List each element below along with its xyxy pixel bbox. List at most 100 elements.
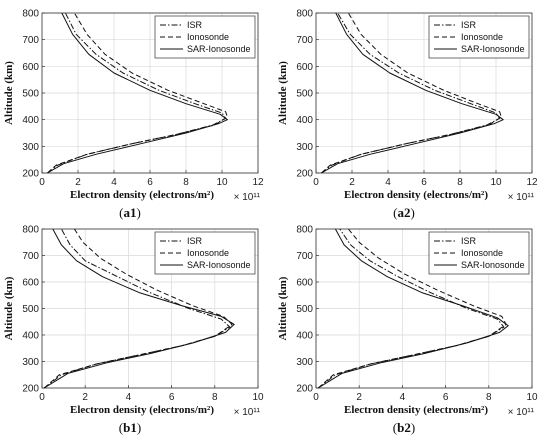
y-tick-label: 300 bbox=[22, 357, 39, 368]
y-tick-label: 400 bbox=[296, 331, 313, 342]
y-tick-label: 200 bbox=[296, 384, 313, 395]
panel-caption-letter: b1 bbox=[123, 420, 137, 435]
x-tick-label: 4 bbox=[400, 392, 406, 403]
legend-box bbox=[154, 15, 256, 59]
x-tick-label: 0 bbox=[39, 177, 45, 188]
legend-entry: ISR bbox=[461, 236, 477, 246]
x-tick-label: 0 bbox=[313, 177, 319, 188]
series-line-ionosonde bbox=[321, 12, 502, 174]
legend-entry: Ionosonde bbox=[187, 32, 229, 42]
y-tick-label: 300 bbox=[296, 142, 313, 153]
panel-caption: (a2) bbox=[393, 205, 415, 220]
chart-panel-2: 0 2 4 6 8 10 12 200 300 400 500 600 700 800 Electron d… bbox=[277, 9, 538, 221]
series-line-ionosonde bbox=[47, 12, 228, 174]
legend: ISR Ionosonde SAR-Ionosonde bbox=[428, 15, 530, 59]
y-tick-label: 600 bbox=[296, 278, 313, 289]
legend-entry: Ionosonde bbox=[461, 248, 503, 258]
x-tick-label: 4 bbox=[126, 392, 132, 403]
y-tick-label: 500 bbox=[22, 89, 39, 100]
x-tick-label: 12 bbox=[252, 177, 264, 188]
x-tick-label: 12 bbox=[526, 177, 538, 188]
legend-entry: SAR-Ionosonde bbox=[461, 44, 525, 54]
y-tick-label: 700 bbox=[22, 35, 39, 46]
legend: ISR Ionosonde SAR-Ionosonde bbox=[428, 231, 530, 275]
y-tick-label: 800 bbox=[296, 9, 313, 20]
x-tick-label: 10 bbox=[526, 392, 538, 403]
series-line-isr bbox=[317, 228, 505, 389]
x-axis-exponent: × 10¹¹ bbox=[234, 407, 261, 418]
panel-caption-letter: b2 bbox=[397, 420, 411, 435]
x-tick-label: 8 bbox=[486, 392, 492, 403]
series-line-isr bbox=[43, 228, 231, 389]
legend-entry: ISR bbox=[187, 236, 203, 246]
legend-entry: Ionosonde bbox=[461, 32, 503, 42]
y-tick-label: 800 bbox=[296, 225, 313, 236]
panel-caption: (b2) bbox=[393, 420, 415, 435]
x-tick-label: 0 bbox=[313, 392, 319, 403]
x-tick-label: 0 bbox=[39, 392, 45, 403]
series-line-sar-ionosonde bbox=[47, 12, 228, 174]
x-axis-label: Electron density (electrons/m²) bbox=[344, 404, 488, 416]
legend-entry: ISR bbox=[187, 20, 203, 30]
legend: ISR Ionosonde SAR-Ionosonde bbox=[154, 15, 256, 59]
x-axis-exponent: × 10¹¹ bbox=[234, 192, 261, 203]
y-tick-label: 400 bbox=[296, 115, 313, 126]
x-axis-exponent: × 10¹¹ bbox=[508, 407, 535, 418]
y-tick-label: 600 bbox=[296, 62, 313, 73]
y-tick-label: 200 bbox=[296, 169, 313, 180]
x-tick-label: 4 bbox=[385, 177, 391, 188]
legend-entry: SAR-Ionosonde bbox=[461, 260, 525, 270]
y-tick-label: 200 bbox=[22, 169, 39, 180]
y-axis-label: Altitude (km) bbox=[3, 61, 15, 125]
x-tick-label: 2 bbox=[356, 392, 362, 403]
legend-entry: SAR-Ionosonde bbox=[187, 260, 251, 270]
y-tick-label: 400 bbox=[22, 115, 39, 126]
x-tick-label: 6 bbox=[169, 392, 175, 403]
x-tick-label: 10 bbox=[490, 177, 502, 188]
series-line-sar-ionosonde bbox=[43, 228, 235, 389]
panel-caption-letter: a1 bbox=[124, 205, 137, 220]
x-tick-label: 2 bbox=[75, 177, 81, 188]
y-tick-label: 700 bbox=[22, 251, 39, 262]
chart-panel-1: 0 2 4 6 8 10 12 200 300 400 500 600 700 800 Electron d… bbox=[3, 9, 264, 221]
series-line-sar-ionosonde bbox=[321, 12, 504, 174]
chart-panel-4: 0 2 4 6 8 10 200 300 400 500 600 700 800 Electron den… bbox=[277, 225, 538, 436]
y-tick-label: 600 bbox=[22, 62, 39, 73]
x-axis-exponent: × 10¹¹ bbox=[508, 192, 535, 203]
x-tick-label: 6 bbox=[443, 392, 449, 403]
y-tick-label: 200 bbox=[22, 384, 39, 395]
legend: ISR Ionosonde SAR-Ionosonde bbox=[154, 231, 256, 275]
series-line-sar-ionosonde bbox=[317, 228, 509, 389]
y-tick-label: 500 bbox=[22, 304, 39, 315]
y-tick-label: 800 bbox=[22, 9, 39, 20]
x-tick-label: 4 bbox=[111, 177, 117, 188]
x-tick-label: 6 bbox=[147, 177, 153, 188]
y-tick-label: 800 bbox=[22, 225, 39, 236]
y-tick-label: 500 bbox=[296, 304, 313, 315]
x-tick-label: 6 bbox=[421, 177, 427, 188]
legend-entry: ISR bbox=[461, 20, 477, 30]
x-axis-label: Electron density (electrons/m²) bbox=[344, 189, 488, 201]
y-axis-label: Altitude (km) bbox=[277, 276, 289, 340]
chart-panel-3: 0 2 4 6 8 10 200 300 400 500 600 700 800 Electron den… bbox=[3, 225, 264, 436]
panel-caption: (b1) bbox=[119, 420, 141, 435]
y-tick-label: 600 bbox=[22, 278, 39, 289]
y-tick-label: 700 bbox=[296, 35, 313, 46]
x-tick-label: 8 bbox=[457, 177, 463, 188]
series-line-ionosonde bbox=[43, 228, 233, 389]
y-tick-label: 700 bbox=[296, 251, 313, 262]
legend-entry: Ionosonde bbox=[187, 248, 229, 258]
y-tick-label: 500 bbox=[296, 89, 313, 100]
y-tick-label: 300 bbox=[296, 357, 313, 368]
x-tick-label: 8 bbox=[183, 177, 189, 188]
x-axis-label: Electron density (electrons/m²) bbox=[70, 404, 214, 416]
panel-caption-letter: a2 bbox=[398, 205, 411, 220]
x-tick-label: 8 bbox=[212, 392, 218, 403]
x-axis-label: Electron density (electrons/m²) bbox=[70, 189, 214, 201]
x-tick-label: 10 bbox=[216, 177, 228, 188]
legend-entry: SAR-Ionosonde bbox=[187, 44, 251, 54]
y-axis-label: Altitude (km) bbox=[277, 61, 289, 125]
series-line-ionosonde bbox=[317, 228, 507, 389]
x-tick-label: 10 bbox=[252, 392, 264, 403]
